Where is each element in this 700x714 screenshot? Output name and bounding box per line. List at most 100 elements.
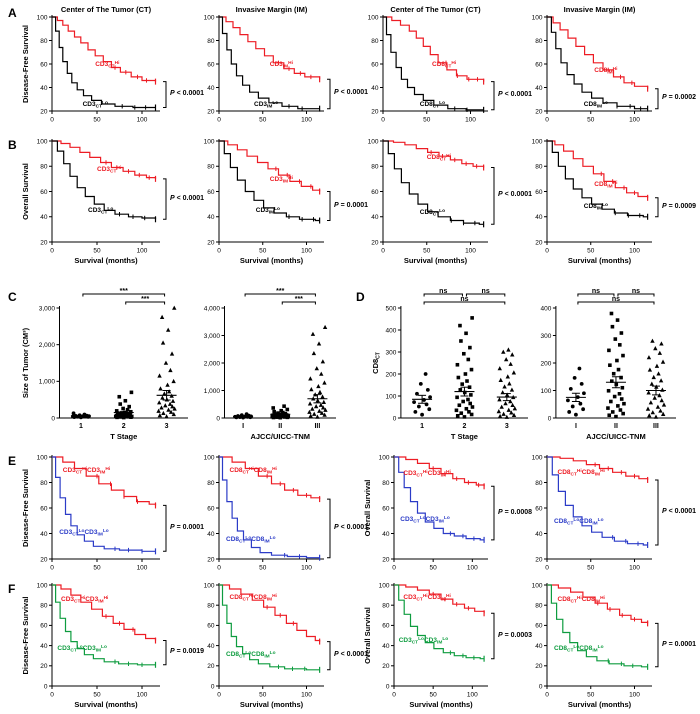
svg-text:300: 300: [541, 333, 552, 340]
km-plot-F1: 0 20 40 60 80 100 0 50 100: [37, 582, 167, 699]
y-axis-title: Overall Survival: [21, 163, 30, 220]
panel-label-a: A: [8, 6, 17, 20]
svg-text:50: 50: [93, 117, 101, 124]
svg-text:III: III: [314, 423, 320, 430]
curve-label: CD3CTHiCD3IMHi: [403, 469, 451, 479]
svg-text:80: 80: [371, 38, 379, 45]
p-value-label: P < 0.0001: [334, 523, 369, 531]
svg-text:60: 60: [535, 189, 543, 196]
km-plot-A4: 20 40 60 80 100 0 50 100: [532, 14, 659, 124]
km-dfs-cd8-combined-alt: 0 20 40 60 80 100 0 50 100 CD8CTHiCD8IMHi CD8CTLoC…: [198, 580, 368, 714]
svg-text:0: 0: [50, 565, 54, 572]
scatter-plot-D1: 0 100 200 300 400 500 1 2 3 ns ns ns: [386, 288, 528, 430]
svg-text:40: 40: [371, 85, 379, 92]
svg-text:50: 50: [259, 248, 267, 255]
svg-text:50: 50: [259, 692, 267, 699]
p-value-label: P < 0.0001: [498, 91, 533, 99]
svg-text:3: 3: [165, 423, 169, 430]
p-value-label: P = 0.0001: [334, 201, 369, 209]
km-plot-B2: 20 40 60 80 100 0 50 100: [204, 138, 331, 255]
p-value-label: P < 0.0001: [662, 507, 697, 515]
svg-text:50: 50: [259, 565, 267, 572]
svg-text:0: 0: [548, 415, 552, 422]
svg-text:200: 200: [386, 371, 397, 378]
svg-text:60: 60: [371, 61, 379, 68]
x-axis-title: AJCC/UICC-TNM: [250, 432, 311, 441]
svg-text:3,000: 3,000: [204, 333, 221, 340]
curve-label: CD3CTHi: [97, 166, 122, 175]
scatter-plot-C1: 0 1,000 2,000 3,000 1 2 3 *** ***: [39, 288, 188, 430]
km-dfs-cd3-ct: 20 40 60 80 100 0 50 100 CD3CTHi CD3CTLo P < 0.000…: [20, 4, 204, 126]
p-value-label: P < 0.0001: [334, 89, 369, 97]
svg-text:80: 80: [207, 164, 215, 171]
svg-text:50: 50: [587, 565, 595, 572]
svg-text:100: 100: [37, 138, 48, 145]
chart-title: Invasive Margin (IM): [235, 5, 308, 14]
svg-text:20: 20: [207, 108, 215, 115]
km-plot-E2: 20 40 60 80 100 0 50 100: [204, 454, 331, 572]
svg-text:0: 0: [539, 683, 543, 690]
km-plot-F3: 0 20 40 60 80 100 0 50 100: [379, 582, 495, 699]
p-value-label: P = 0.0001: [662, 640, 697, 648]
svg-text:80: 80: [40, 603, 48, 610]
svg-text:0: 0: [381, 117, 385, 124]
svg-text:20: 20: [40, 239, 48, 246]
svg-text:60: 60: [207, 505, 215, 512]
x-axis-title: Survival (months): [567, 256, 632, 265]
svg-text:1: 1: [79, 423, 83, 430]
panel-label-c: C: [8, 290, 17, 304]
svg-text:40: 40: [207, 214, 215, 221]
svg-text:60: 60: [535, 623, 543, 630]
curve-label: CD3CTHiCD3IMHi: [62, 467, 111, 476]
svg-text:100: 100: [629, 248, 640, 255]
svg-text:80: 80: [535, 38, 543, 45]
km-dfs-cd3-im: 20 40 60 80 100 0 50 100 CD3IMHi CD3IMLo P < 0.000…: [198, 4, 368, 126]
svg-text:0: 0: [217, 565, 221, 572]
svg-text:0: 0: [393, 415, 397, 422]
svg-text:60: 60: [207, 623, 215, 630]
svg-text:ns: ns: [460, 296, 468, 303]
km-plot-E4: 20 40 60 80 100 0 50 100: [532, 454, 659, 572]
svg-text:50: 50: [423, 117, 431, 124]
km-os-cd8-im: 20 40 60 80 100 0 50 100 CD8IMHi CD8IMLo P = 0.000…: [526, 136, 696, 270]
svg-text:2: 2: [462, 423, 466, 430]
svg-text:0: 0: [381, 248, 385, 255]
svg-text:40: 40: [207, 531, 215, 538]
curve-label: CD8IMHi: [594, 181, 618, 190]
svg-text:100: 100: [37, 582, 48, 589]
x-axis-title: Survival (months): [409, 700, 473, 709]
curve-label: CD8CTLoCD8IMLo: [226, 650, 276, 660]
svg-text:0: 0: [392, 692, 396, 699]
svg-text:100: 100: [301, 117, 312, 124]
svg-text:60: 60: [535, 505, 543, 512]
curve-label: CD3IMHi: [269, 61, 293, 70]
scatter-tumor-size-tstage: 0 1,000 2,000 3,000 1 2 3 *** *** Size of Tumor (…: [20, 288, 196, 446]
km-os-cd3-ct: 20 40 60 80 100 0 50 100 CD3CTHi CD3CTLo P < 0.000…: [20, 136, 204, 270]
panel-e-row: E 20 40 60 80 100 0 50 100 CD3CTHiCD3IMHi CD3CTLo…: [8, 452, 696, 574]
x-axis-title: T Stage: [110, 432, 138, 441]
svg-text:100: 100: [465, 117, 476, 124]
svg-text:20: 20: [207, 556, 215, 563]
km-dfs-cd8-combined: 20 40 60 80 100 0 50 100 CD8CTHiCD8IMHi CD8CTLoCD…: [198, 452, 368, 574]
svg-text:80: 80: [40, 480, 48, 487]
km-dfs-cd8-im: 20 40 60 80 100 0 50 100 CD8IMHi CD8IMLo P = 0.000…: [526, 4, 696, 126]
curve-label: CD3CTLoCD3IMLo: [57, 644, 107, 654]
svg-text:20: 20: [40, 556, 48, 563]
x-axis-title: Survival (months): [74, 700, 138, 709]
svg-text:60: 60: [382, 623, 390, 630]
km-dfs-cd3-combined: 20 40 60 80 100 0 50 100 CD3CTHiCD3IMHi CD3CTLoCD…: [20, 452, 204, 574]
svg-text:100: 100: [137, 248, 148, 255]
svg-text:50: 50: [93, 692, 101, 699]
svg-text:0: 0: [216, 415, 220, 422]
svg-text:60: 60: [371, 189, 379, 196]
svg-text:20: 20: [40, 108, 48, 115]
panel-b-row: B 20 40 60 80 100 0 50 100 CD3CTHi CD3CTLo P < 0.0…: [8, 136, 696, 270]
svg-text:100: 100: [204, 454, 215, 461]
svg-text:80: 80: [207, 603, 215, 610]
spacer: [344, 288, 356, 446]
x-axis-title: Survival (months): [239, 256, 304, 265]
svg-text:***: ***: [141, 296, 149, 303]
svg-text:III: III: [653, 423, 659, 430]
svg-text:40: 40: [40, 85, 48, 92]
